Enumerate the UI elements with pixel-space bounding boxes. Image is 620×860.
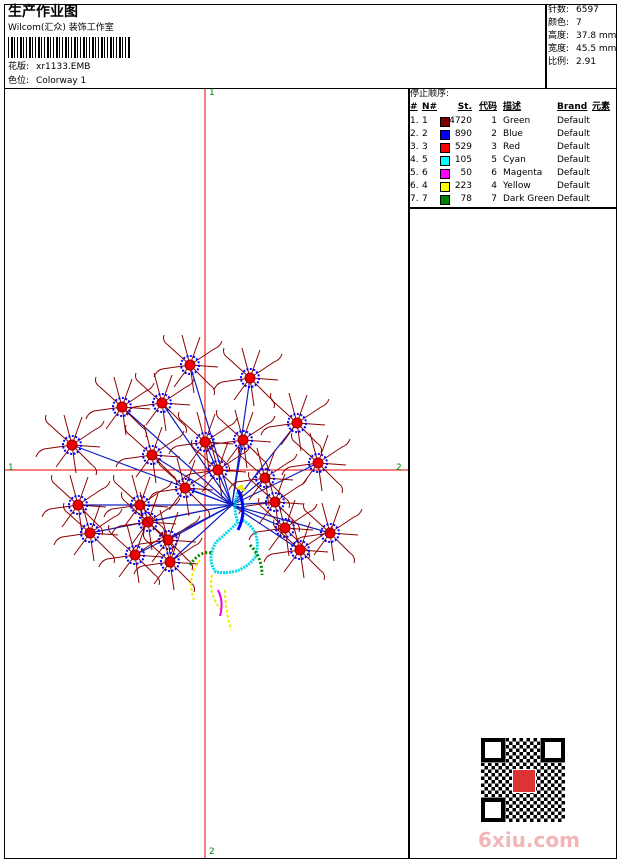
row-description: Blue xyxy=(503,129,523,139)
info-value: 6597 xyxy=(576,5,599,15)
row-stitches: 4720 xyxy=(449,116,472,126)
info-label: 宽度: xyxy=(548,44,570,54)
row-n: 5 xyxy=(422,155,428,165)
colorway-label: 色位: xyxy=(8,76,30,86)
info-value: 37.8 mm xyxy=(576,31,617,41)
row-seq: 2. xyxy=(410,129,419,139)
color-swatch xyxy=(440,156,450,166)
table-title: 停止顺序: xyxy=(410,89,450,99)
row-seq: 7. xyxy=(410,194,419,204)
row-seq: 4. xyxy=(410,155,419,165)
color-swatch xyxy=(440,130,450,140)
outer-border xyxy=(4,4,617,859)
row-brand: Default xyxy=(557,194,590,204)
qr-seal xyxy=(512,769,536,793)
watermark: 6xiu.com xyxy=(478,828,580,852)
qr-finder xyxy=(481,738,505,762)
row-seq: 6. xyxy=(410,181,419,191)
row-brand: Default xyxy=(557,168,590,178)
row-code: 6 xyxy=(491,168,497,178)
title: 生产作业图 xyxy=(8,4,78,20)
row-code: 3 xyxy=(491,142,497,152)
row-n: 7 xyxy=(422,194,428,204)
row-description: Cyan xyxy=(503,155,526,165)
guide-label-left: 1 xyxy=(8,463,14,473)
row-n: 4 xyxy=(422,181,428,191)
row-brand: Default xyxy=(557,116,590,126)
info-value: 2.91 xyxy=(576,57,597,67)
qr-finder xyxy=(481,798,505,822)
color-swatch xyxy=(440,169,450,179)
column-header: 描述 xyxy=(503,102,522,112)
studio: Wilcom(汇众) 装饰工作室 xyxy=(8,23,114,33)
row-description: Green xyxy=(503,116,531,126)
row-n: 1 xyxy=(422,116,428,126)
table-divider xyxy=(408,207,617,209)
info-label: 针数: xyxy=(548,5,570,15)
row-n: 3 xyxy=(422,142,428,152)
row-stitches: 105 xyxy=(454,155,472,165)
row-code: 2 xyxy=(491,129,497,139)
color-swatch xyxy=(440,143,450,153)
row-stitches: 78 xyxy=(460,194,472,204)
row-description: Yellow xyxy=(503,181,531,191)
row-brand: Default xyxy=(557,155,590,165)
row-code: 4 xyxy=(491,181,497,191)
info-value: 45.5 mm xyxy=(576,44,617,54)
design-label: 花版: xyxy=(8,62,30,72)
qr-finder xyxy=(541,738,565,762)
row-stitches: 890 xyxy=(454,129,472,139)
design-file: xr1133.EMB xyxy=(36,62,91,72)
row-stitches: 529 xyxy=(454,142,472,152)
barcode xyxy=(8,37,130,58)
row-code: 5 xyxy=(491,155,497,165)
row-stitches: 223 xyxy=(454,181,472,191)
color-swatch xyxy=(440,182,450,192)
row-seq: 3. xyxy=(410,142,419,152)
column-header: N# xyxy=(422,102,438,112)
row-seq: 5. xyxy=(410,168,419,178)
row-description: Red xyxy=(503,142,521,152)
row-description: Dark Green xyxy=(503,194,555,204)
column-header: 代码 xyxy=(478,102,497,112)
feather-shafts xyxy=(71,364,331,563)
row-brand: Default xyxy=(557,129,590,139)
column-header: St. xyxy=(457,102,472,112)
row-brand: Default xyxy=(557,142,590,152)
row-brand: Default xyxy=(557,181,590,191)
row-n: 2 xyxy=(422,129,428,139)
feather-eyes xyxy=(35,334,363,593)
column-header: Brand xyxy=(557,102,588,112)
info-divider xyxy=(545,4,547,89)
row-seq: 1. xyxy=(410,116,419,126)
colorway: Colorway 1 xyxy=(36,76,87,86)
row-n: 6 xyxy=(422,168,428,178)
color-swatch xyxy=(440,117,450,127)
column-header: # xyxy=(410,102,418,112)
guide-label-right: 2 xyxy=(396,463,402,473)
row-description: Magenta xyxy=(503,168,543,178)
info-label: 高度: xyxy=(548,31,570,41)
color-swatch xyxy=(440,195,450,205)
qr-code xyxy=(481,738,565,822)
info-label: 比例: xyxy=(548,57,570,67)
row-code: 1 xyxy=(491,116,497,126)
header-border xyxy=(4,4,617,89)
peacock-body xyxy=(188,484,264,631)
info-label: 颜色: xyxy=(548,18,570,28)
column-header: 元素 xyxy=(592,102,611,112)
guide-label-bottom: 2 xyxy=(209,847,215,857)
info-value: 7 xyxy=(576,18,582,28)
guide-label-top: 1 xyxy=(209,88,215,98)
row-code: 7 xyxy=(491,194,497,204)
row-stitches: 50 xyxy=(460,168,472,178)
panel-divider xyxy=(408,88,410,859)
